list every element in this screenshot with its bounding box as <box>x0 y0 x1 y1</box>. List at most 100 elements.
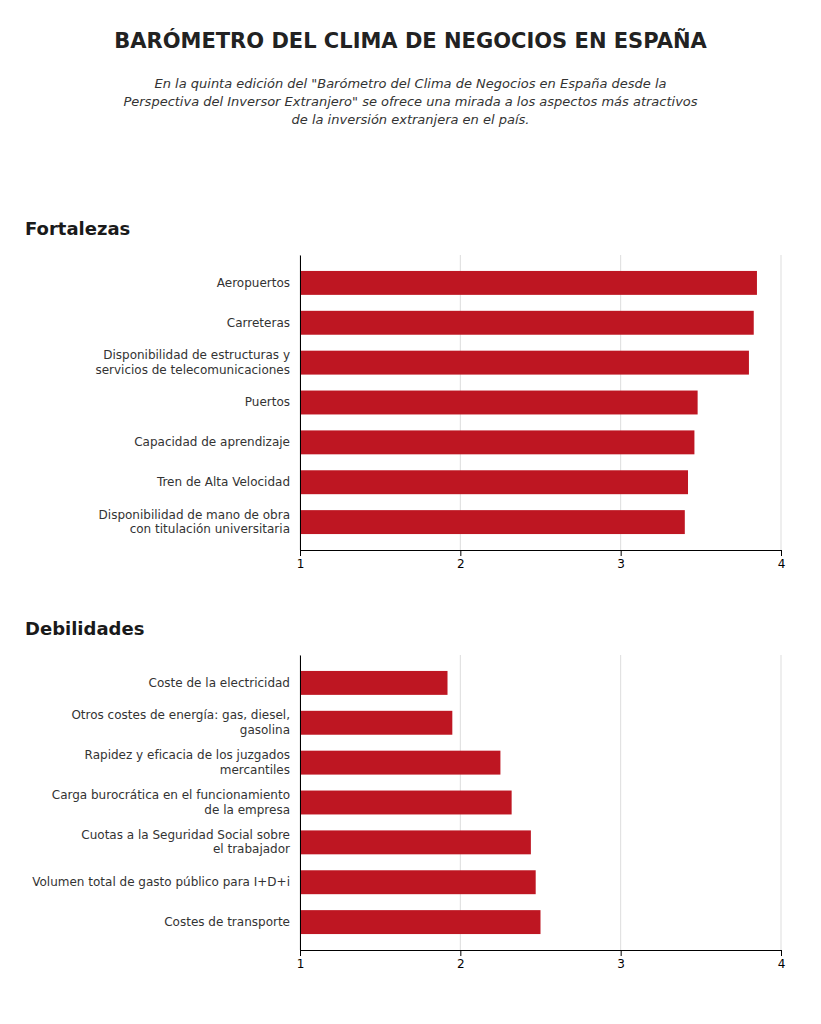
bar <box>300 351 749 375</box>
tick: 3 <box>617 550 625 571</box>
tick-label: 3 <box>617 957 625 971</box>
bar <box>300 510 685 534</box>
tick-label: 4 <box>778 557 786 571</box>
chart-root: BARÓMETRO DEL CLIMA DE NEGOCIOS EN ESPAÑ… <box>0 0 821 1024</box>
y-axis: Coste de la electricidad Otros costes de … <box>32 656 300 951</box>
x-axis: 1 2 3 4 <box>297 950 786 971</box>
tick: 1 <box>297 550 305 571</box>
tick-label: 3 <box>617 557 625 571</box>
bars <box>300 671 541 934</box>
text-line: Costes de transporte <box>164 915 290 929</box>
tick: 2 <box>457 550 465 571</box>
tick: Cuotas a la Seguridad Social sobreel tra… <box>81 828 290 856</box>
y-axis: Aeropuertos Carreteras Disponibilidad de e… <box>95 256 300 551</box>
text-line: Carga burocrática en el funcionamiento <box>52 788 290 802</box>
text-line: de la inversión extranjera en el país. <box>292 112 530 127</box>
tick-label: Carga burocrática en el funcionamientode… <box>52 788 290 816</box>
tick-label: 4 <box>778 957 786 971</box>
bar <box>300 711 452 735</box>
chart: 1 2 3 4 Coste de la electricidad Otros costes… <box>32 655 785 971</box>
tick-label: Cuotas a la Seguridad Social sobreel tra… <box>81 828 290 856</box>
text-line: con titulación universitaria <box>130 522 290 536</box>
text-line: Puertos <box>245 395 290 409</box>
grid <box>300 655 781 950</box>
bar <box>300 910 541 934</box>
tick-mark <box>300 550 301 556</box>
bar <box>300 671 448 695</box>
bar <box>300 430 694 454</box>
tick-mark <box>300 950 301 956</box>
tick-label: Costes de transporte <box>164 915 290 929</box>
bar <box>300 830 531 854</box>
bar <box>300 391 698 415</box>
tick: 3 <box>617 950 625 971</box>
axis-line <box>300 256 301 551</box>
tick-label: Disponibilidad de mano de obracon titula… <box>99 508 290 536</box>
text-line: Tren de Alta Velocidad <box>156 475 290 489</box>
tick-label: 2 <box>457 557 465 571</box>
text-line: gasolina <box>240 723 290 737</box>
tick: Otros costes de energía: gas, diesel,gas… <box>71 708 290 736</box>
tick-label: 2 <box>457 957 465 971</box>
tick-label: Aeropuertos <box>217 276 290 290</box>
bar <box>300 470 688 494</box>
x-axis: 1 2 3 4 <box>297 550 786 571</box>
tick-label: Volumen total de gasto público para I+D+… <box>32 875 290 889</box>
text-line: Disponibilidad de estructuras y <box>103 348 290 362</box>
tick: Coste de la electricidad <box>149 676 290 690</box>
text-line: Volumen total de gasto público para I+D+… <box>32 875 290 889</box>
text-line: En la quinta edición del "Barómetro del … <box>154 76 666 91</box>
bar <box>300 271 757 295</box>
tick: Tren de Alta Velocidad <box>156 475 290 489</box>
bar <box>300 791 512 815</box>
text-line: de la empresa <box>204 803 290 817</box>
subtitle: En la quinta edición del "Barómetro del … <box>123 76 697 127</box>
text-line: Perspectiva del Inversor Extranjero" se … <box>123 94 697 109</box>
text-line: Carreteras <box>227 316 290 330</box>
text-line: el trabajador <box>213 842 290 856</box>
tick: Costes de transporte <box>164 915 290 929</box>
tick-label: Rapidez y eficacia de los juzgadosmercan… <box>85 748 290 776</box>
axis-line <box>301 951 782 957</box>
grid-line <box>300 255 301 550</box>
tick-mark <box>781 550 782 556</box>
grid-line <box>781 255 782 550</box>
tick-label: Puertos <box>245 395 290 409</box>
chart-title: Debilidades <box>25 618 144 639</box>
tick: Carga burocrática en el funcionamientode… <box>52 788 290 816</box>
title: BARÓMETRO DEL CLIMA DE NEGOCIOS EN ESPAÑ… <box>114 28 707 53</box>
tick-label: 1 <box>297 957 305 971</box>
tick: Aeropuertos <box>217 276 290 290</box>
tick: Volumen total de gasto público para I+D+… <box>32 875 290 889</box>
tick-label: Disponibilidad de estructuras yservicios… <box>95 348 290 376</box>
tick: 1 <box>297 950 305 971</box>
tick-label: Tren de Alta Velocidad <box>156 475 290 489</box>
tick-mark <box>621 950 622 956</box>
grid-line <box>620 655 621 950</box>
tick: Puertos <box>245 395 290 409</box>
tick-mark <box>621 550 622 556</box>
tick-mark <box>460 950 461 956</box>
tick-label: Otros costes de energía: gas, diesel,gas… <box>71 708 290 736</box>
text-line: Rapidez y eficacia de los juzgados <box>85 748 290 762</box>
text-line: Capacidad de aprendizaje <box>134 435 290 449</box>
tick: Disponibilidad de estructuras yservicios… <box>95 348 290 376</box>
axis-line <box>300 656 301 951</box>
grid <box>300 255 781 550</box>
tick-label: 1 <box>297 557 305 571</box>
text-line: Disponibilidad de mano de obra <box>99 508 290 522</box>
tick-label: Capacidad de aprendizaje <box>134 435 290 449</box>
bar <box>300 751 500 775</box>
tick-label: Carreteras <box>227 316 290 330</box>
grid-line <box>781 655 782 950</box>
tick: Capacidad de aprendizaje <box>134 435 290 449</box>
text-line: Otros costes de energía: gas, diesel, <box>71 708 290 722</box>
axis-line <box>301 551 782 557</box>
grid-line <box>300 655 301 950</box>
text-line: Coste de la electricidad <box>149 676 290 690</box>
tick: 4 <box>778 550 786 571</box>
tick: 2 <box>457 950 465 971</box>
text-line: mercantiles <box>220 763 290 777</box>
tick: Carreteras <box>227 316 290 330</box>
text-line: Cuotas a la Seguridad Social sobre <box>81 828 290 842</box>
